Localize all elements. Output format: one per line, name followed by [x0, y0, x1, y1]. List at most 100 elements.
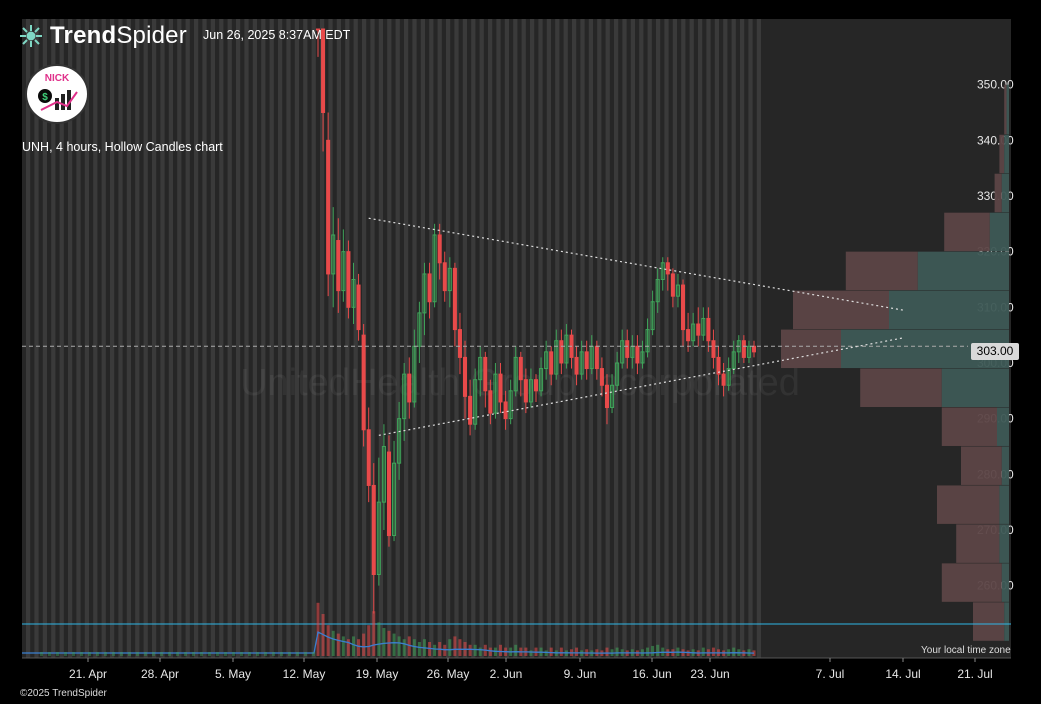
candle-body — [751, 345, 757, 353]
bg-stripe — [504, 19, 509, 658]
volume-bar — [40, 652, 43, 656]
candle-body — [518, 356, 523, 381]
volume-ma-line — [22, 631, 755, 654]
bg-stripe — [135, 19, 140, 658]
volume-profile-buy-bar — [1001, 173, 1009, 213]
x-tick-label: 14. Jul — [885, 667, 920, 681]
bg-stripe — [42, 19, 47, 658]
x-tick-label: 21. Jul — [957, 667, 992, 681]
candle-body — [564, 334, 569, 364]
candle-body — [594, 345, 599, 370]
volume-bar — [468, 644, 472, 656]
chart-timestamp: Jun 26, 2025 8:37AM EDT — [203, 28, 351, 42]
candle-body — [463, 356, 468, 397]
volume-bar — [208, 652, 211, 656]
volume-bar — [120, 652, 123, 656]
bg-stripe — [420, 19, 425, 658]
candle-body — [336, 240, 341, 292]
bg-stripe — [101, 19, 106, 658]
volume-profile-sell-bar — [973, 602, 1005, 641]
candle-body — [331, 234, 336, 275]
volume-bar — [192, 652, 195, 656]
volume-profile-sell-bar — [944, 212, 990, 252]
bg-stripe — [294, 19, 299, 658]
volume-bar — [514, 644, 518, 656]
volume-profile-sell-bar — [845, 251, 918, 291]
volume-bar — [711, 647, 715, 656]
bg-stripe — [236, 19, 241, 658]
candle-body — [392, 462, 397, 537]
candle-body — [498, 373, 503, 403]
bg-stripe — [353, 19, 358, 658]
volume-bar — [372, 611, 376, 656]
volume-bar — [417, 642, 421, 656]
candle-body — [650, 301, 655, 331]
volume-bar — [377, 622, 381, 656]
nick-logo-icon: NICK $ — [38, 73, 78, 111]
candle-body — [452, 267, 457, 331]
bg-stripe — [555, 19, 560, 658]
bg-stripe — [168, 19, 173, 658]
bg-stripe — [429, 19, 434, 658]
volume-bar — [656, 644, 660, 656]
volume-bar — [296, 652, 299, 656]
volume-profile-buy-bar — [1006, 84, 1009, 135]
volume-bar — [224, 652, 227, 656]
bg-stripe — [387, 19, 392, 658]
volume-bar — [412, 639, 416, 656]
x-tick-label: 9. Jun — [564, 667, 597, 681]
candle-body — [635, 345, 640, 364]
volume-bar — [407, 636, 411, 656]
bg-stripe — [630, 19, 635, 658]
volume-profile-sell-bar — [937, 485, 1000, 524]
volume-bar — [152, 652, 155, 656]
copyright: ©2025 TrendSpider — [20, 688, 107, 699]
bg-stripe — [395, 19, 400, 658]
candle-body — [579, 351, 584, 375]
volume-bar — [499, 644, 503, 656]
candle-body — [620, 340, 625, 364]
volume-bar — [128, 652, 131, 656]
volume-bar — [448, 639, 452, 656]
bg-stripe — [118, 19, 123, 658]
bg-stripe — [664, 19, 669, 658]
candle-body — [356, 284, 361, 331]
bg-stripe — [446, 19, 451, 658]
volume-bar — [48, 652, 51, 656]
candle-body — [701, 317, 706, 336]
volume-bar — [362, 633, 366, 656]
bg-stripe — [269, 19, 274, 658]
candle-body — [442, 262, 447, 292]
volume-bar — [56, 652, 59, 656]
bg-stripe — [580, 19, 585, 658]
bg-stripe — [303, 19, 308, 658]
volume-bar — [112, 652, 115, 656]
candle-body — [746, 345, 751, 358]
candle-body — [397, 418, 402, 464]
bg-stripe — [471, 19, 476, 658]
candle-body — [503, 401, 508, 420]
volume-bar — [144, 652, 147, 656]
candle-body — [660, 262, 665, 280]
volume-bar — [160, 652, 163, 656]
bg-stripe — [597, 19, 602, 658]
x-tick-label: 19. May — [356, 667, 399, 681]
candle-body — [554, 340, 559, 375]
bg-stripe — [748, 19, 753, 658]
candle-body — [696, 323, 701, 336]
bg-stripe — [479, 19, 484, 658]
bg-stripe — [34, 19, 39, 658]
volume-bar — [615, 647, 619, 656]
candle-body — [468, 395, 473, 425]
volume-profile-buy-bar — [997, 407, 1009, 446]
volume-bar — [104, 652, 107, 656]
candle-body — [321, 28, 326, 113]
bg-stripe — [68, 19, 73, 658]
x-tick-label: 26. May — [427, 667, 470, 681]
candle-body — [655, 278, 660, 303]
x-tick-label: 21. Apr — [69, 667, 107, 681]
candle-body — [366, 429, 371, 486]
bg-stripe — [530, 19, 535, 658]
bg-stripe — [672, 19, 677, 658]
